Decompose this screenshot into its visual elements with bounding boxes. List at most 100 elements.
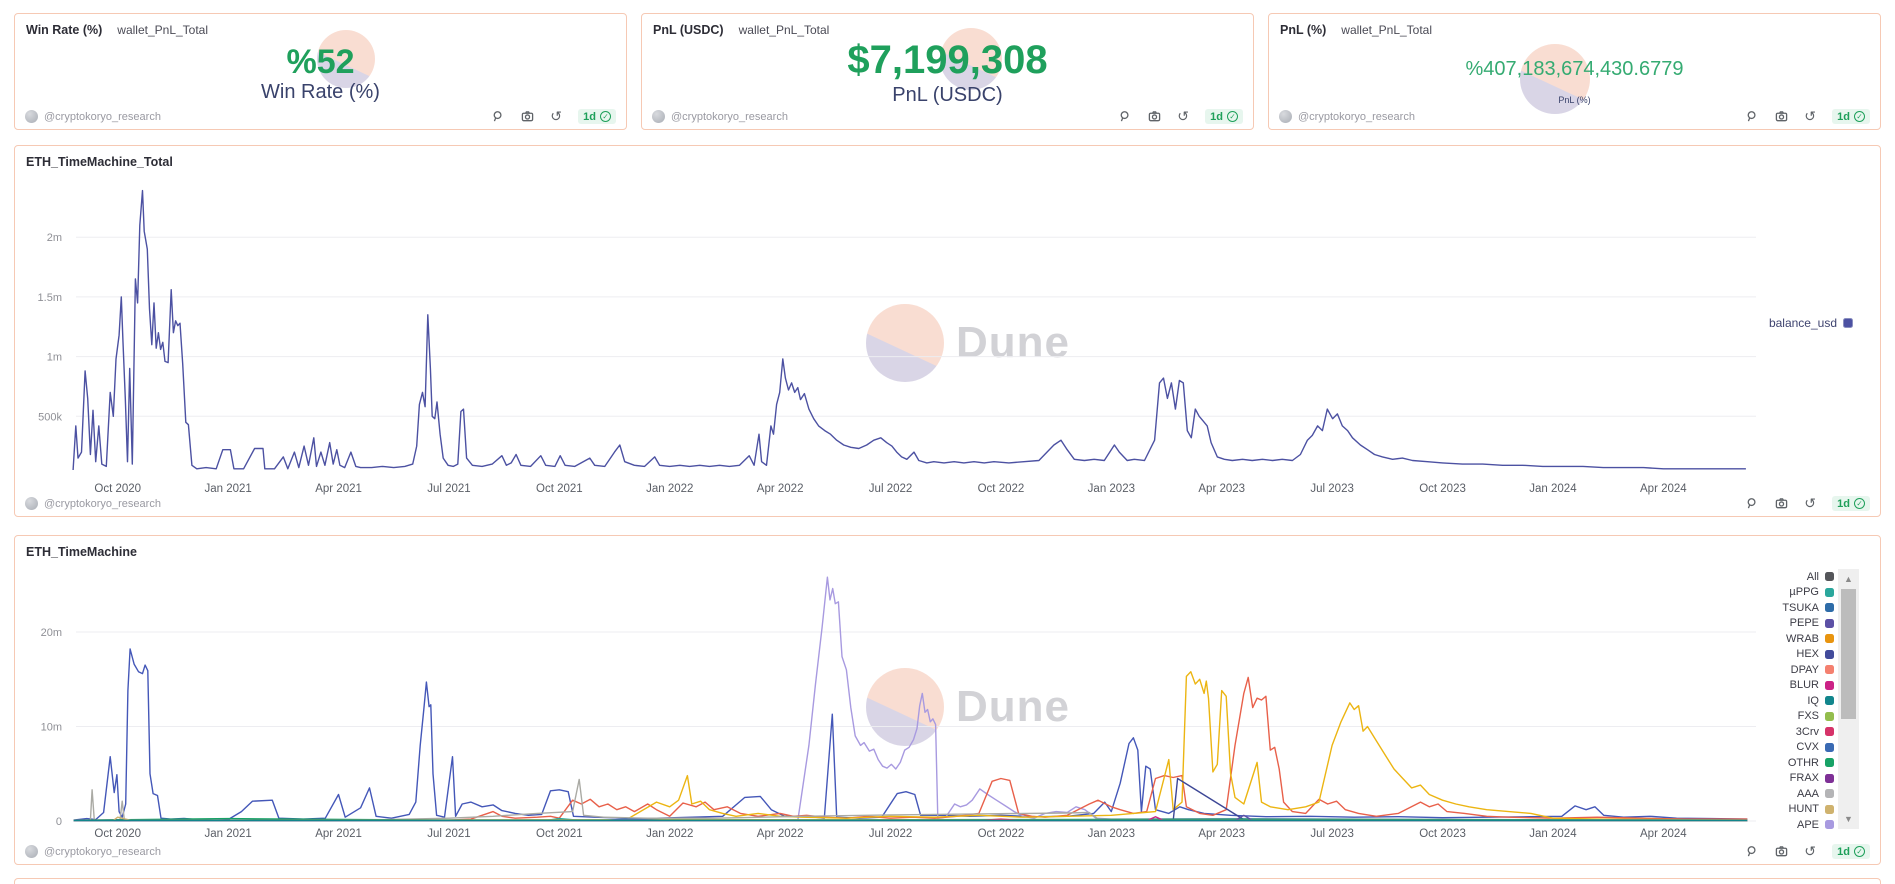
refresh-schedule-badge[interactable]: 1d ✓ [578, 109, 616, 124]
counter-label: PnL (%) [1558, 95, 1591, 105]
link-icon[interactable] [1745, 110, 1759, 124]
legend-item-PEPE[interactable]: PEPE [1782, 616, 1834, 632]
refresh-icon[interactable]: ↺ [1804, 495, 1817, 511]
x-axis-tick: Jul 2021 [427, 483, 470, 495]
series-legend: All µPPG TSUKA PEPE WRAB HEX DPAY BLUR IQ FXS 3Crv… [1782, 569, 1834, 829]
legend-item-HEX[interactable]: HEX [1782, 647, 1834, 663]
x-axis-tick: Oct 2021 [536, 828, 583, 840]
dune-watermark-icon [939, 28, 1002, 90]
scroll-down-icon[interactable]: ▼ [1844, 814, 1853, 824]
legend-swatch [1825, 773, 1834, 783]
camera-icon[interactable] [1147, 110, 1161, 124]
legend-balance-usd[interactable]: balance_usd [1769, 316, 1853, 330]
query-link[interactable]: wallet_PnL_Total [117, 23, 209, 37]
legend-label: BLUR [1789, 679, 1819, 692]
author-handle[interactable]: @cryptokoryo_research [1298, 110, 1415, 123]
refresh-schedule-badge[interactable]: 1d ✓ [1832, 496, 1870, 511]
legend-item-HUNT[interactable]: HUNT [1782, 802, 1834, 818]
y-axis-tick: 1.5m [38, 292, 62, 304]
scroll-up-icon[interactable]: ▲ [1844, 574, 1853, 584]
y-axis-tick: 20m [41, 627, 62, 639]
widget-footer: @cryptokoryo_research ↺ 1d ✓ [25, 844, 1870, 859]
legend-label: DPAY [1790, 663, 1819, 676]
refresh-icon[interactable]: ↺ [1177, 108, 1190, 124]
multi-line-chart-canvas[interactable]: 0 10m 20m Oct 2020 Jan 2021 Apr 2021 Jul 2021 O… [15, 536, 1880, 864]
widget-footer: @cryptokoryo_research ↺ 1d ✓ [652, 109, 1243, 124]
legend-label: TSUKA [1782, 601, 1819, 614]
series-line-DPAY [73, 676, 1748, 822]
legend-item-WRAB[interactable]: WRAB [1782, 631, 1834, 647]
author-handle[interactable]: @cryptokoryo_research [44, 110, 161, 123]
x-axis-tick: Apr 2024 [1640, 483, 1687, 495]
legend-label: All [1806, 570, 1819, 583]
query-link[interactable]: wallet_PnL_Total [738, 23, 830, 37]
widget-actions: ↺ 1d ✓ [1745, 496, 1870, 511]
x-axis-tick: Oct 2021 [536, 483, 583, 495]
dune-watermark-text: Dune [956, 682, 1070, 731]
check-circle-icon: ✓ [1854, 498, 1865, 509]
x-axis-tick: Apr 2023 [1198, 828, 1245, 840]
widget-title: Win Rate (%) [26, 23, 103, 37]
camera-icon[interactable] [1774, 497, 1788, 511]
x-axis-tick: Jul 2021 [427, 828, 470, 840]
author[interactable]: @cryptokoryo_research [25, 497, 161, 510]
legend-item-BLUR[interactable]: BLUR [1782, 678, 1834, 694]
author-handle[interactable]: @cryptokoryo_research [671, 110, 788, 123]
check-circle-icon: ✓ [1854, 111, 1865, 122]
legend-item-µPPG[interactable]: µPPG [1782, 585, 1834, 601]
refresh-schedule-badge[interactable]: 1d ✓ [1205, 109, 1243, 124]
legend-item-IQ[interactable]: IQ [1782, 693, 1834, 709]
camera-icon[interactable] [520, 110, 534, 124]
author[interactable]: @cryptokoryo_research [25, 845, 161, 858]
camera-icon[interactable] [1774, 110, 1788, 124]
refresh-icon[interactable]: ↺ [1804, 843, 1817, 859]
legend-swatch [1825, 572, 1834, 582]
legend-item-FRAX[interactable]: FRAX [1782, 771, 1834, 787]
legend-item-All[interactable]: All [1782, 569, 1834, 585]
author-handle[interactable]: @cryptokoryo_research [44, 497, 161, 510]
widget-footer: @cryptokoryo_research ↺ 1d ✓ [25, 496, 1870, 511]
legend-item-FXS[interactable]: FXS [1782, 709, 1834, 725]
author[interactable]: @cryptokoryo_research [652, 110, 788, 123]
refresh-schedule-badge[interactable]: 1d ✓ [1832, 844, 1870, 859]
scrollbar-thumb[interactable] [1841, 589, 1856, 719]
avatar [652, 110, 665, 123]
legend-item-AAA[interactable]: AAA [1782, 786, 1834, 802]
legend-swatch [1825, 634, 1834, 644]
query-link[interactable]: wallet_PnL_Total [1341, 23, 1433, 37]
badge-label: 1d [1210, 110, 1223, 123]
legend-item-APE[interactable]: APE [1782, 817, 1834, 829]
widget-footer: @cryptokoryo_research ↺ 1d ✓ [25, 109, 616, 124]
legend-swatch [1843, 318, 1853, 328]
counter-value: %407,183,674,430.6779 [1465, 58, 1684, 80]
refresh-icon[interactable]: ↺ [550, 108, 563, 124]
legend-swatch [1825, 680, 1834, 690]
legend-item-3Crv[interactable]: 3Crv [1782, 724, 1834, 740]
y-axis-tick: 10m [41, 722, 62, 734]
chart-title: ETH_TimeMachine [26, 545, 137, 559]
link-icon[interactable] [1745, 497, 1759, 511]
legend-item-TSUKA[interactable]: TSUKA [1782, 600, 1834, 616]
link-icon[interactable] [1745, 845, 1759, 859]
author[interactable]: @cryptokoryo_research [1279, 110, 1415, 123]
legend-label: AAA [1796, 787, 1819, 800]
series-line-AAA [73, 778, 1748, 822]
link-icon[interactable] [491, 110, 505, 124]
x-axis-tick: Apr 2022 [757, 483, 804, 495]
link-icon[interactable] [1118, 110, 1132, 124]
refresh-schedule-badge[interactable]: 1d ✓ [1832, 109, 1870, 124]
legend-item-OTHR[interactable]: OTHR [1782, 755, 1834, 771]
refresh-icon[interactable]: ↺ [1804, 108, 1817, 124]
author-handle[interactable]: @cryptokoryo_research [44, 845, 161, 858]
legend-item-CVX[interactable]: CVX [1782, 740, 1834, 756]
series-line-WRAB [73, 670, 1748, 822]
legend-label: balance_usd [1768, 316, 1837, 330]
line-chart-canvas[interactable]: 500k 1m 1.5m 2m Oct 2020 Jan 2021 Apr 2021 Jul … [15, 146, 1880, 516]
legend-item-DPAY[interactable]: DPAY [1782, 662, 1834, 678]
legend-scrollbar[interactable]: ▲ ▼ [1838, 569, 1859, 829]
x-axis-tick: Jan 2023 [1088, 828, 1135, 840]
chart-title: ETH_TimeMachine_Total [26, 155, 173, 169]
camera-icon[interactable] [1774, 845, 1788, 859]
dune-watermark-icon [866, 668, 944, 746]
author[interactable]: @cryptokoryo_research [25, 110, 161, 123]
